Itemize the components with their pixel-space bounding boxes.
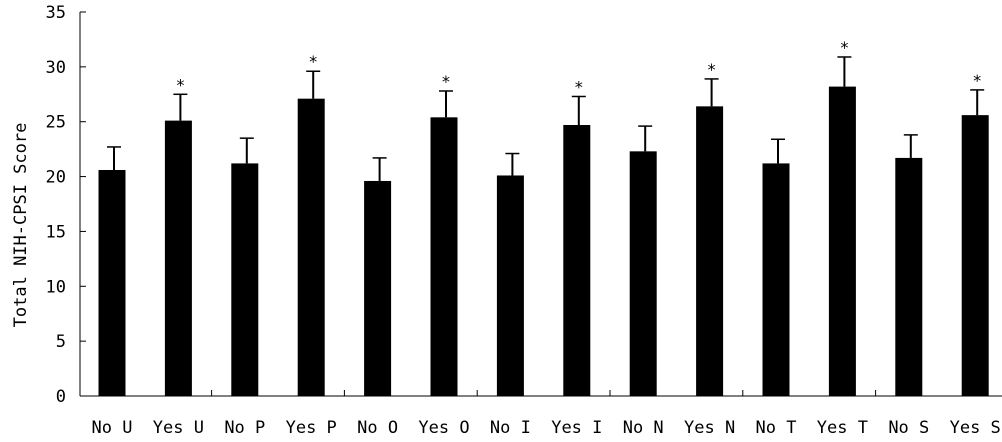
x-tick-label: Yes U bbox=[153, 418, 204, 438]
bar bbox=[895, 157, 923, 396]
y-tick-label: 0 bbox=[56, 387, 66, 407]
x-tick-labels: No U Yes U No P Yes P No O Yes O No I Yes I No N… bbox=[92, 418, 1001, 438]
significance-marker: * bbox=[441, 72, 451, 91]
bar bbox=[961, 115, 989, 396]
bar bbox=[496, 175, 524, 396]
y-tick-label: 5 bbox=[56, 332, 66, 352]
x-tick-label: No S bbox=[888, 418, 929, 438]
x-tick-label: Yes S bbox=[950, 418, 1001, 438]
significance-marker: * bbox=[308, 52, 318, 71]
significance-marker: * bbox=[707, 60, 717, 79]
bar bbox=[430, 117, 458, 396]
significance-marker: * bbox=[574, 77, 584, 96]
x-tick-label: No P bbox=[224, 418, 265, 438]
y-tick-label: 35 bbox=[46, 3, 66, 23]
x-tick-label: No I bbox=[490, 418, 531, 438]
bar bbox=[164, 120, 192, 397]
significance-marker: * bbox=[840, 38, 850, 57]
y-tick-label: 30 bbox=[46, 58, 66, 78]
bar bbox=[762, 163, 790, 396]
y-ticks: 0 5 10 15 20 25 30 35 bbox=[46, 3, 86, 407]
significance-marker: * bbox=[972, 71, 982, 90]
x-tick-label: Yes P bbox=[286, 418, 337, 438]
bar bbox=[231, 163, 259, 396]
y-tick-label: 25 bbox=[46, 113, 66, 133]
y-axis-title: Total NIH-CPSI Score bbox=[11, 123, 31, 328]
axes bbox=[79, 12, 1002, 397]
bar bbox=[828, 86, 856, 396]
bar bbox=[98, 169, 126, 396]
bars: * * * * * * * bbox=[98, 38, 989, 397]
x-tick-label: No N bbox=[623, 418, 664, 438]
bar bbox=[563, 125, 591, 397]
x-tick-label: Yes I bbox=[551, 418, 602, 438]
x-tick-label: Yes T bbox=[817, 418, 868, 438]
significance-marker: * bbox=[176, 75, 186, 94]
x-tick-label: Yes N bbox=[684, 418, 735, 438]
bar bbox=[696, 106, 724, 397]
y-tick-label: 15 bbox=[46, 222, 66, 242]
bar bbox=[364, 180, 392, 396]
bar bbox=[629, 151, 657, 396]
x-tick-label: No U bbox=[92, 418, 133, 438]
x-tick-label: Yes O bbox=[418, 418, 469, 438]
x-tick-label: No O bbox=[357, 418, 398, 438]
bar bbox=[297, 98, 325, 396]
y-tick-label: 10 bbox=[46, 277, 66, 297]
x-tick-label: No T bbox=[756, 418, 797, 438]
y-tick-label: 20 bbox=[46, 168, 66, 188]
